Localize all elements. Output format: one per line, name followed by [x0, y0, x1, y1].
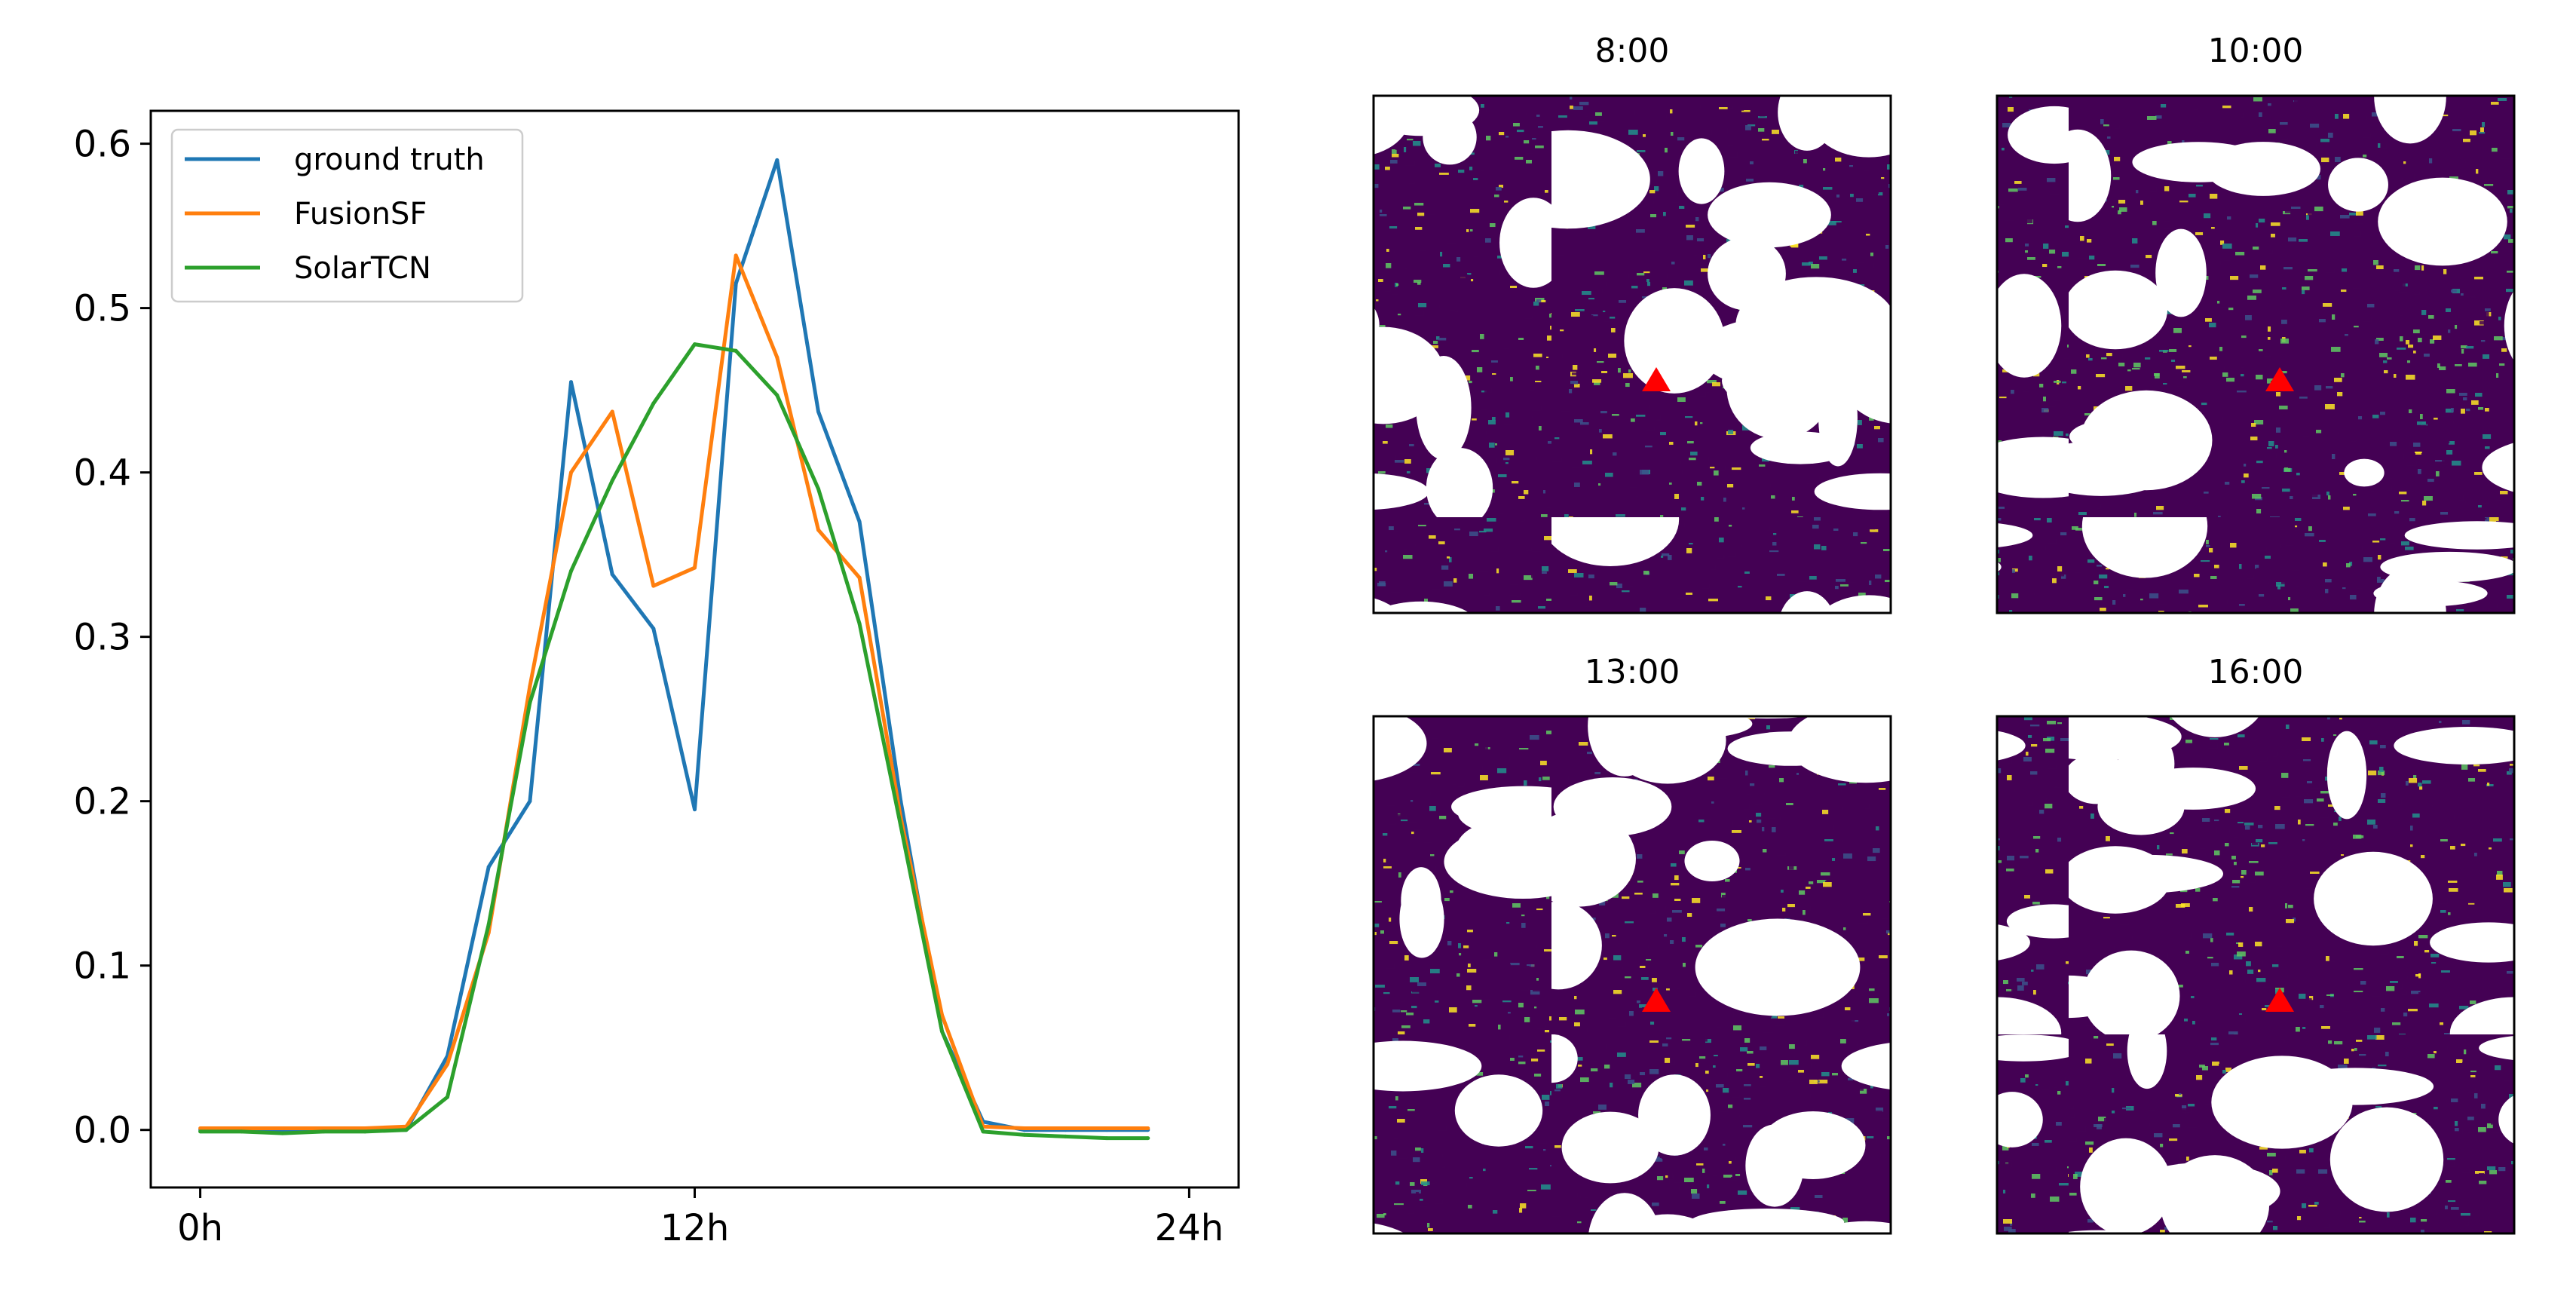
y-tick-label: 0.5 [74, 288, 131, 330]
data-point-fusionsf [940, 1013, 944, 1017]
data-point-solartcn [486, 922, 491, 927]
data-point-fusionsf [569, 470, 573, 475]
x-tick-label: 24h [1155, 1207, 1224, 1249]
data-point-ground-truth [569, 380, 573, 385]
data-point-solartcn [1022, 1132, 1027, 1137]
cloud-map-13 [1374, 716, 1891, 1233]
data-point-fusionsf [651, 584, 656, 588]
legend: ground truth FusionSF SolarTCN [170, 128, 524, 303]
y-tick-label: 0.4 [74, 452, 131, 495]
data-point-ground-truth [816, 409, 820, 414]
data-point-solartcn [693, 342, 697, 347]
x-axis: 0h 12h 24h [177, 1187, 1224, 1249]
data-point-fusionsf [322, 1126, 326, 1130]
site-triangle-16 [2265, 988, 2294, 1012]
data-point-fusionsf [280, 1126, 285, 1130]
data-point-solartcn [651, 401, 656, 406]
data-point-solartcn [239, 1129, 244, 1134]
data-point-fusionsf [1022, 1126, 1027, 1130]
cloud-map-10 [1997, 96, 2514, 613]
series-layer [198, 158, 1150, 1141]
irradiance-line-chart: 0.0 0.1 0.2 0.3 0.4 0.5 0.6 0h 12h 24h ground tr… [74, 109, 1240, 1249]
panel-frame-8 [1372, 94, 1892, 614]
data-point-fusionsf [363, 1126, 367, 1130]
y-tick-label: 0.2 [74, 781, 131, 823]
data-point-solartcn [899, 823, 903, 828]
satellite-panel-16: 16:00 [1996, 653, 2516, 1235]
legend-label-solartcn: SolarTCN [294, 251, 431, 286]
data-point-fusionsf [528, 684, 532, 688]
data-point-ground-truth [486, 865, 491, 869]
panel-frame-13 [1372, 715, 1892, 1235]
panel-frame-10 [1996, 94, 2516, 614]
series-line-fusionsf [200, 253, 1148, 1130]
site-triangle-10 [2265, 367, 2294, 391]
data-point-solartcn [363, 1129, 367, 1134]
panel-frame-16 [1996, 715, 2516, 1235]
y-tick-label: 0.3 [74, 617, 131, 659]
data-point-solartcn [198, 1129, 203, 1134]
data-point-solartcn [404, 1128, 409, 1132]
data-point-ground-truth [610, 572, 614, 577]
panel-title-13: 13:00 [1585, 653, 1680, 691]
series-line-solartcn [200, 342, 1148, 1141]
data-point-fusionsf [1104, 1126, 1109, 1130]
y-axis: 0.0 0.1 0.2 0.3 0.4 0.5 0.6 [74, 124, 151, 1152]
data-point-solartcn [1063, 1134, 1067, 1138]
data-point-solartcn [1146, 1136, 1150, 1141]
data-point-fusionsf [857, 575, 862, 580]
panel-title-10: 10:00 [2208, 32, 2304, 70]
data-point-fusionsf [446, 1062, 449, 1066]
data-point-ground-truth [651, 627, 656, 631]
data-point-fusionsf [816, 528, 820, 532]
x-tick-label: 0h [177, 1207, 223, 1249]
satellite-panel-8: 8:00 [1372, 32, 1892, 614]
legend-label-fusionsf: FusionSF [294, 197, 427, 231]
data-point-solartcn [981, 1129, 985, 1134]
data-point-ground-truth [693, 807, 697, 812]
data-point-solartcn [857, 621, 862, 626]
data-point-solartcn [734, 348, 738, 353]
data-point-solartcn [940, 1029, 944, 1034]
data-point-solartcn [1104, 1136, 1109, 1141]
data-point-fusionsf [693, 565, 697, 570]
data-point-fusionsf [610, 409, 614, 414]
data-point-solartcn [610, 479, 614, 483]
data-point-fusionsf [775, 355, 780, 360]
satellite-panel-10: 10:00 [1996, 32, 2516, 614]
site-triangle-13 [1642, 988, 1671, 1012]
data-point-solartcn [528, 700, 532, 705]
legend-frame [170, 128, 524, 303]
cloud-map-16 [1997, 716, 2514, 1233]
data-point-ground-truth [775, 158, 780, 162]
data-point-fusionsf [734, 253, 738, 258]
x-tick-label: 12h [660, 1207, 730, 1249]
data-point-ground-truth [857, 519, 862, 524]
data-point-fusionsf [198, 1126, 203, 1130]
data-point-solartcn [816, 486, 820, 491]
data-point-ground-truth [734, 281, 738, 286]
data-point-solartcn [775, 393, 780, 397]
data-point-solartcn [569, 568, 573, 573]
y-tick-label: 0.6 [74, 124, 131, 166]
data-point-solartcn [280, 1131, 285, 1135]
cloud-map-8 [1374, 96, 1891, 613]
legend-label-ground-truth: ground truth [294, 142, 485, 177]
panel-title-8: 8:00 [1595, 32, 1670, 70]
y-tick-label: 0.0 [74, 1110, 131, 1152]
panel-title-16: 16:00 [2208, 653, 2304, 691]
data-point-fusionsf [239, 1126, 244, 1130]
series-line-ground-truth [200, 158, 1148, 1132]
data-point-solartcn [446, 1095, 449, 1099]
data-point-solartcn [322, 1129, 326, 1134]
data-point-fusionsf [1063, 1126, 1067, 1130]
site-triangle-8 [1642, 367, 1671, 391]
y-tick-label: 0.1 [74, 945, 131, 988]
satellite-panel-13: 13:00 [1372, 653, 1892, 1235]
data-point-ground-truth [528, 799, 532, 804]
data-point-fusionsf [1146, 1126, 1150, 1130]
